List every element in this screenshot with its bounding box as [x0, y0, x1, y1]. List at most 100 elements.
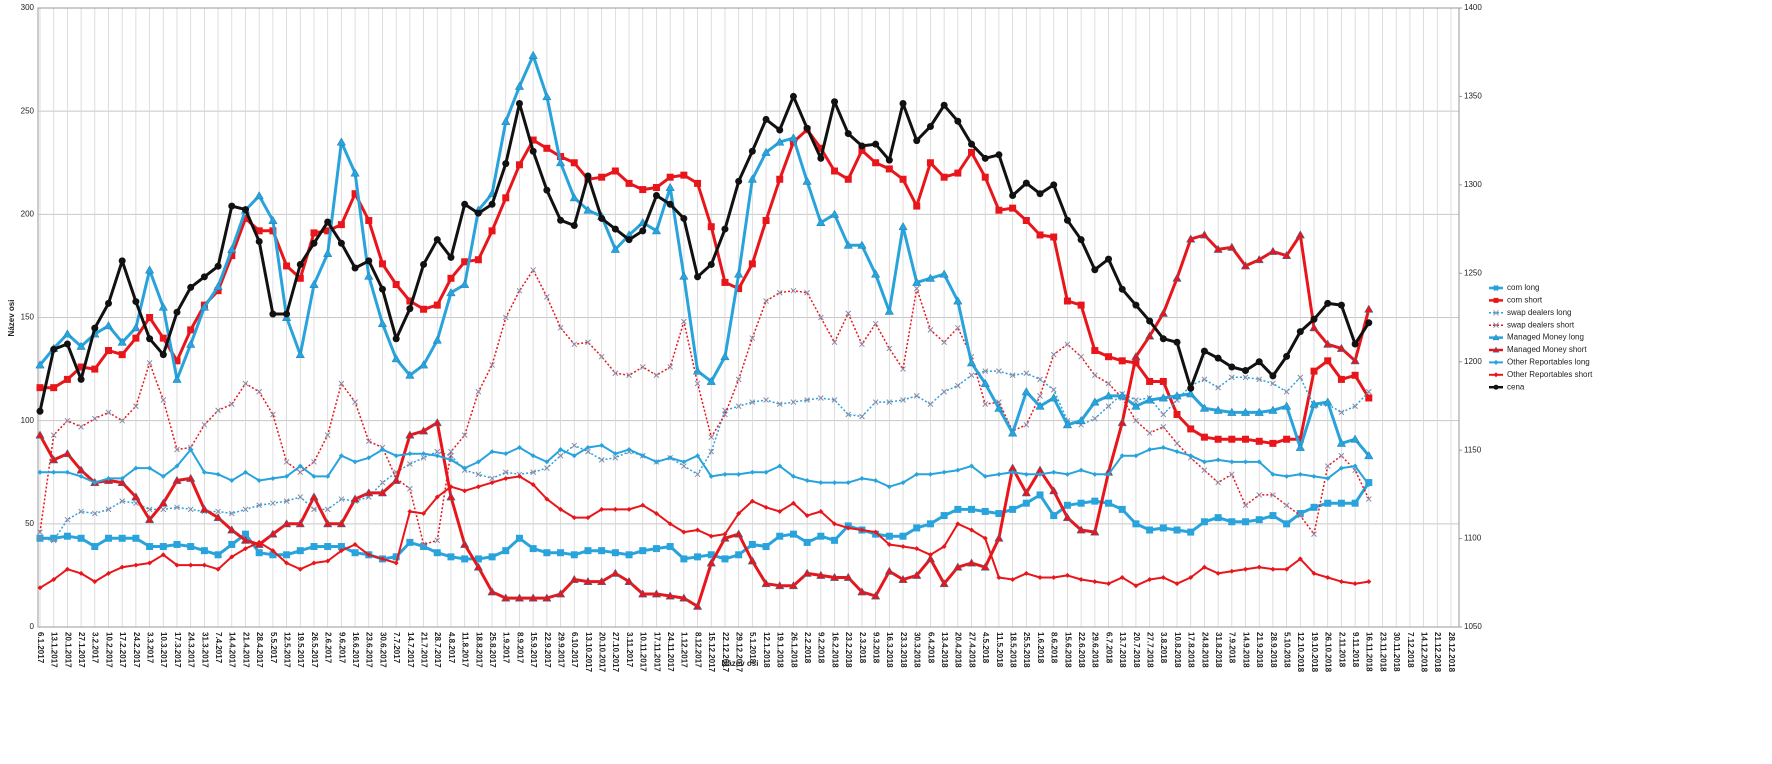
marker — [720, 351, 730, 361]
marker — [434, 494, 440, 500]
marker — [735, 551, 743, 559]
x-tick-label: 8.9.2017 — [515, 632, 524, 664]
marker — [941, 339, 947, 346]
marker — [845, 411, 852, 418]
marker — [1493, 297, 1499, 303]
marker — [406, 538, 414, 546]
x-tick-label: 20.4.2018 — [954, 632, 963, 668]
marker — [1159, 377, 1167, 385]
y2-tick-label: 1050 — [1464, 622, 1482, 631]
marker — [571, 453, 577, 459]
series-line — [39, 475, 1369, 589]
marker — [37, 535, 43, 542]
marker — [1199, 403, 1210, 412]
marker — [529, 147, 537, 155]
marker — [543, 144, 551, 152]
marker — [529, 136, 537, 144]
marker — [377, 318, 388, 328]
marker — [555, 158, 566, 167]
marker — [268, 529, 278, 538]
marker — [350, 168, 360, 177]
marker — [831, 167, 839, 175]
marker — [117, 477, 127, 486]
marker — [284, 473, 290, 479]
marker — [558, 506, 564, 512]
marker — [228, 202, 236, 210]
marker — [1037, 376, 1043, 383]
marker — [1324, 499, 1332, 507]
marker — [256, 502, 263, 509]
marker — [886, 345, 893, 352]
marker — [1118, 357, 1126, 365]
marker — [1105, 380, 1112, 387]
marker — [502, 160, 510, 168]
marker — [818, 508, 824, 514]
marker — [1242, 374, 1249, 381]
marker — [309, 279, 319, 288]
marker — [1297, 374, 1304, 381]
marker — [884, 566, 894, 575]
marker — [515, 161, 523, 169]
marker — [1023, 421, 1030, 428]
marker — [721, 225, 729, 233]
legend-label: Other Reportables long — [1507, 358, 1590, 367]
marker — [1214, 514, 1222, 522]
x-tick-label: 6.1.2017 — [36, 632, 45, 664]
marker — [652, 545, 660, 553]
marker — [1132, 301, 1140, 309]
marker — [777, 508, 783, 514]
marker — [653, 511, 659, 517]
marker — [859, 527, 865, 533]
marker — [227, 525, 237, 534]
marker — [612, 370, 619, 377]
marker — [1283, 388, 1290, 395]
x-tick-label: 27.1.2017 — [77, 632, 86, 668]
marker — [1297, 512, 1304, 519]
marker — [77, 375, 85, 383]
marker — [1201, 376, 1208, 383]
marker — [1174, 449, 1180, 455]
marker — [530, 267, 537, 273]
marker — [434, 537, 441, 544]
marker — [1351, 340, 1359, 348]
marker — [544, 459, 550, 465]
marker — [859, 475, 865, 481]
marker — [666, 543, 674, 551]
marker — [611, 225, 619, 233]
marker — [610, 244, 620, 253]
marker — [544, 465, 550, 471]
x-tick-label: 8.12.2017 — [693, 632, 702, 668]
x-tick-label: 21.7.2017 — [419, 632, 428, 668]
marker — [1324, 463, 1331, 469]
marker — [256, 478, 262, 484]
marker — [1049, 486, 1059, 495]
x-tick-label: 14.9.2018 — [1241, 632, 1250, 668]
x-tick-label: 4.5.2018 — [981, 632, 990, 664]
marker — [270, 500, 276, 507]
marker — [1284, 473, 1290, 479]
marker — [816, 217, 826, 226]
marker — [694, 553, 702, 561]
marker — [667, 521, 673, 527]
marker — [1010, 469, 1016, 475]
marker — [1117, 391, 1127, 400]
marker — [159, 543, 167, 551]
x-tick-label: 5.10.2018 — [1283, 632, 1292, 668]
x-tick-label: 9.3.2018 — [872, 632, 881, 664]
x-tick-label: 29.9.2017 — [556, 632, 565, 668]
marker — [104, 347, 112, 355]
marker — [708, 473, 714, 479]
x-tick-label: 5.5.2017 — [269, 632, 278, 664]
marker — [64, 566, 70, 572]
marker — [1091, 497, 1099, 505]
marker — [776, 289, 783, 296]
marker — [1283, 502, 1290, 509]
marker — [899, 175, 907, 183]
marker — [420, 305, 428, 313]
marker — [1493, 359, 1499, 365]
marker — [461, 200, 469, 208]
marker — [1309, 323, 1319, 332]
marker — [571, 341, 578, 348]
marker — [1336, 343, 1347, 352]
marker — [570, 551, 578, 559]
